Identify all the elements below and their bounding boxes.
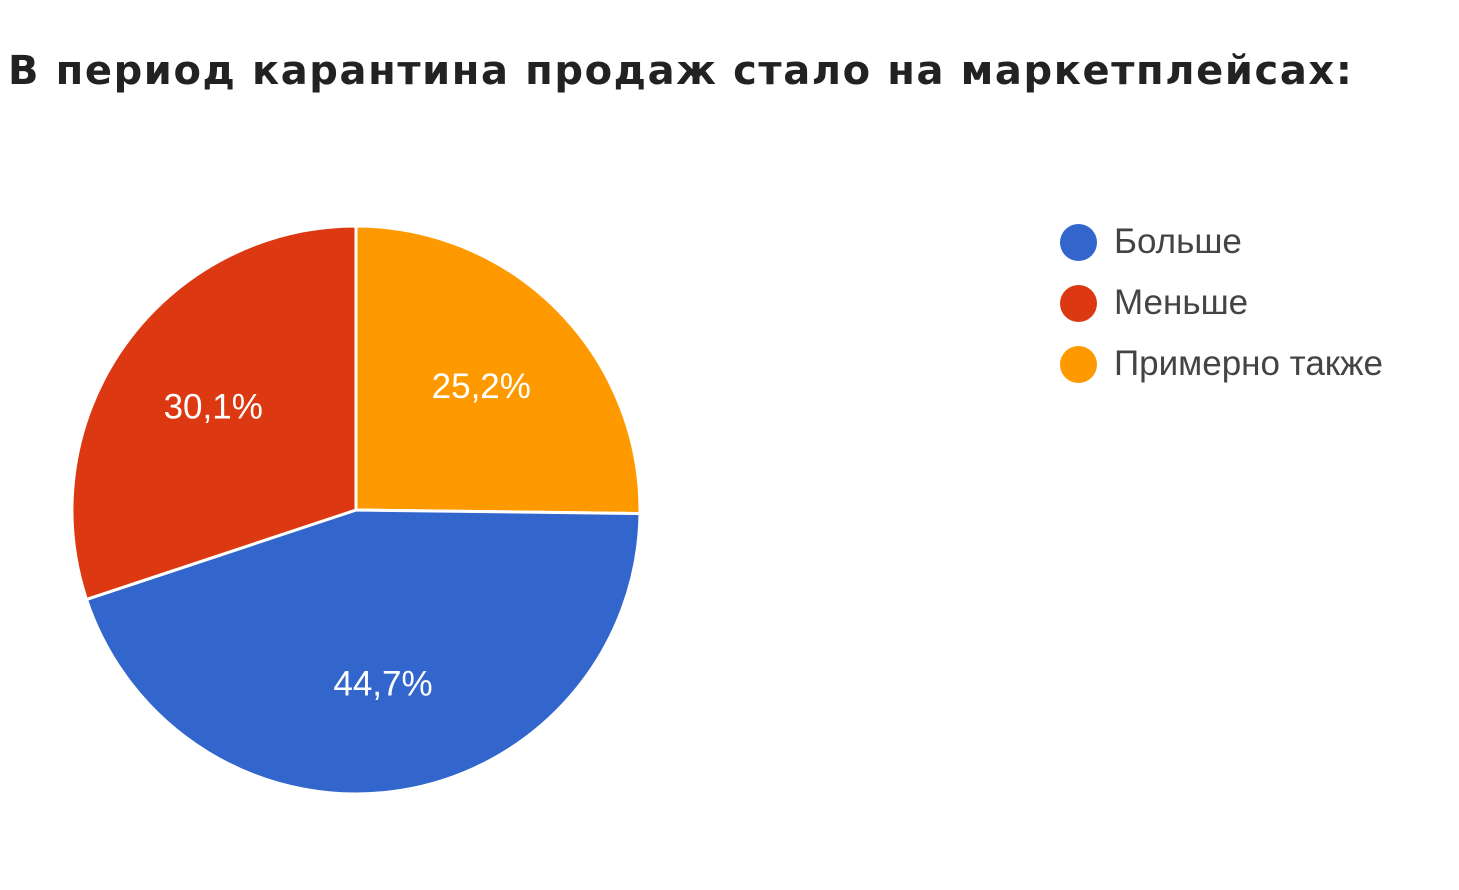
legend-label: Больше (1114, 222, 1242, 261)
pie-slice-value-label: 25,2% (432, 367, 531, 406)
pie-slice-value-label: 30,1% (164, 387, 263, 426)
legend-label: Примерно также (1114, 344, 1383, 383)
legend-label: Меньше (1114, 283, 1249, 322)
pie-slice-value-label: 44,7% (333, 664, 432, 703)
pie-slice-меньше (70, 224, 358, 601)
pie-slice-больше (84, 508, 642, 796)
legend-item-больше: Больше (1060, 222, 1383, 262)
legend-item-меньше: Меньше (1060, 283, 1383, 323)
legend-swatch (1060, 345, 1097, 383)
pie-slice-примерно-также (354, 224, 642, 516)
chart-title: В период карантина продаж стало на марке… (8, 48, 1354, 94)
legend-swatch (1060, 223, 1097, 261)
legend-swatch (1060, 284, 1097, 322)
legend-item-примерно-также: Примерно также (1060, 344, 1383, 384)
chart-legend: Больше Меньше Примерно также (1060, 222, 1383, 405)
